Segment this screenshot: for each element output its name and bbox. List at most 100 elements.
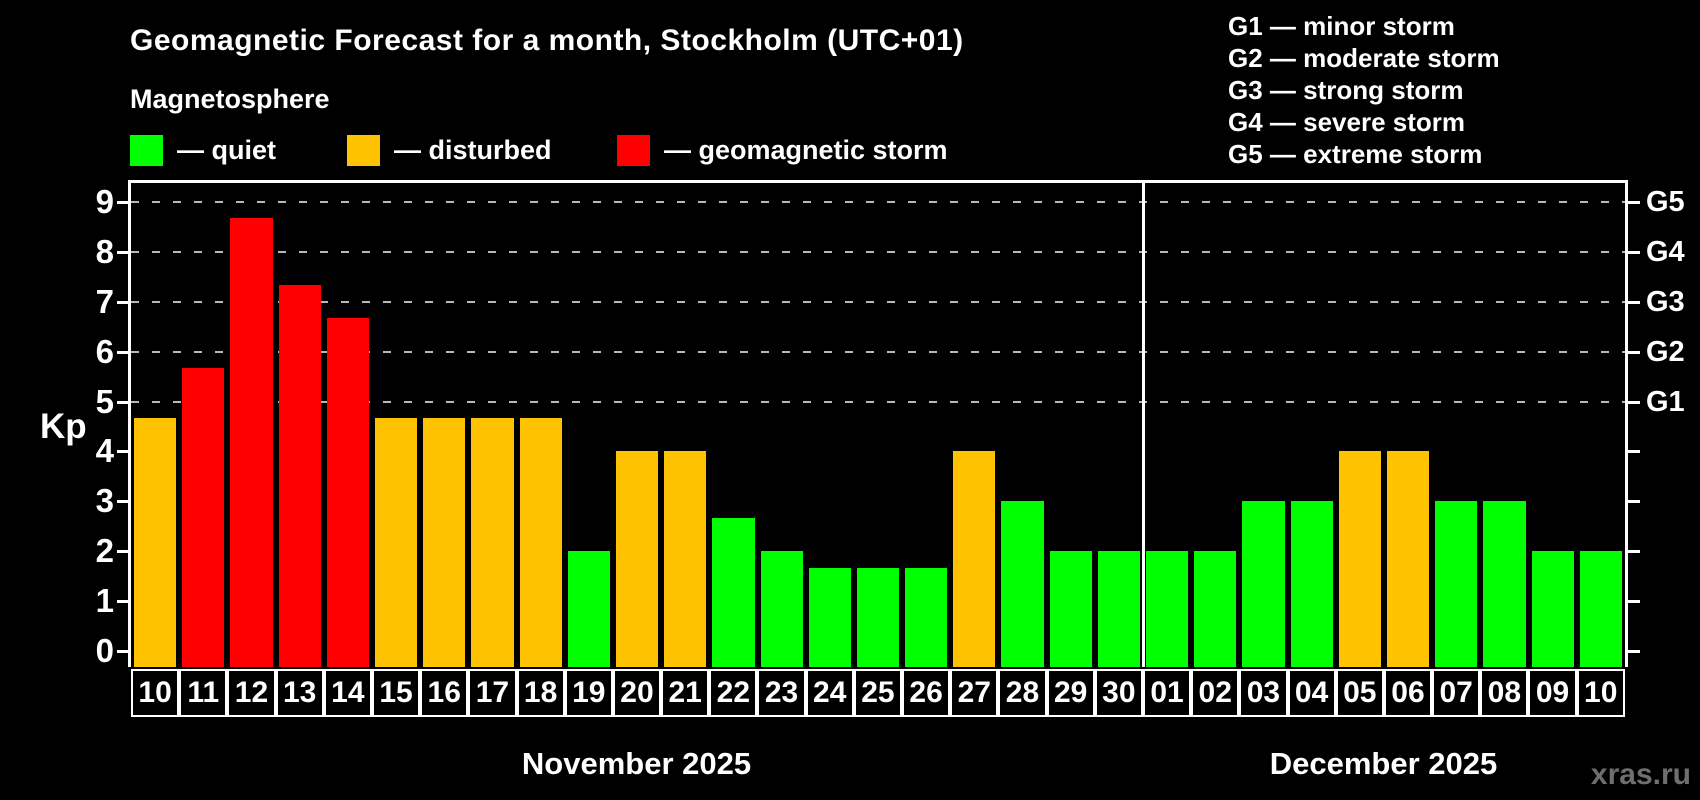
g-scale-legend-line-g5: G5 — extreme storm	[1228, 139, 1483, 169]
kp-bar-day-24	[808, 567, 851, 667]
y-axis-tick-right	[1628, 350, 1640, 354]
y-axis-tick-left	[117, 650, 129, 653]
kp-bar-day-10	[1579, 551, 1622, 667]
kp-bar-day-01	[1146, 551, 1189, 667]
legend-label-disturbed: — disturbed	[394, 134, 552, 165]
kp-bar-day-16	[423, 417, 466, 667]
legend-item-disturbed: — disturbed	[347, 133, 552, 167]
month-label-december: December 2025	[1269, 746, 1498, 781]
y-axis-tick-right	[1628, 550, 1640, 554]
kp-bar-day-07	[1435, 501, 1478, 667]
day-label-box: 06	[1383, 669, 1433, 717]
y-axis-tick-right	[1628, 450, 1640, 454]
g-scale-label-g3: G3	[1646, 285, 1685, 318]
day-label-box: 22	[709, 669, 758, 717]
day-label-box: 02	[1191, 669, 1240, 717]
y-axis-tick-left	[117, 200, 129, 204]
day-label-box: 04	[1287, 669, 1336, 717]
y-axis-tick-right	[1628, 200, 1640, 204]
kp-bar-day-25	[856, 567, 900, 667]
y-axis-tick-left	[117, 250, 129, 254]
gridline-kp-5	[131, 400, 1625, 403]
y-axis-tick-label: 7	[95, 282, 114, 320]
kp-bar-day-21	[664, 451, 707, 667]
kp-bar-day-20	[615, 451, 659, 667]
kp-bar-day-23	[760, 551, 803, 667]
legend-label-storm: — geomagnetic storm	[664, 134, 948, 165]
y-axis-tick-label: 9	[95, 182, 114, 220]
kp-bar-day-29	[1049, 551, 1092, 667]
day-label-box: 21	[661, 669, 710, 717]
y-axis-tick-left	[117, 300, 129, 304]
legend-label-quiet: — quiet	[177, 134, 276, 165]
kp-bar-day-09	[1531, 551, 1574, 667]
disturbed-color-swatch	[347, 134, 380, 166]
g-scale-legend-line-g3: G3 — strong storm	[1228, 75, 1464, 105]
day-label-box: 11	[179, 669, 228, 717]
day-label-box: 20	[612, 669, 662, 717]
y-axis-tick-label: 6	[95, 332, 114, 370]
storm-color-swatch	[617, 134, 650, 166]
kp-bar-day-06	[1387, 451, 1430, 667]
y-axis-tick-right	[1628, 500, 1640, 504]
y-axis-tick-left	[117, 600, 129, 604]
g-scale-legend-line-g1: G1 — minor storm	[1228, 11, 1455, 41]
day-label-box: 18	[516, 669, 565, 717]
x-axis-day-labels: 10 11 12 13 14 15 16 17 18 19 20 21 22 23 24 25 26 27 28 29…	[131, 669, 1625, 717]
kp-bar-day-03	[1242, 501, 1285, 667]
kp-bar-day-14	[326, 318, 369, 667]
y-axis-tick-right	[1628, 650, 1640, 653]
y-axis-tick-right	[1628, 400, 1640, 404]
day-label-box: 05	[1335, 669, 1384, 717]
g-scale-legend-line-g4: G4 — severe storm	[1228, 107, 1466, 137]
kp-bar-day-15	[374, 417, 418, 667]
kp-bar-day-11	[182, 368, 225, 667]
y-axis-tick-label: 4	[95, 432, 114, 470]
day-label-box: 07	[1432, 669, 1481, 717]
kp-bar-day-10	[134, 417, 177, 667]
legend-item-quiet: — quiet	[130, 133, 276, 167]
kp-bar-day-13	[278, 285, 321, 667]
day-label-box: 08	[1480, 669, 1529, 717]
y-axis-tick-label: 8	[95, 232, 114, 270]
y-axis-tick-left	[117, 550, 129, 554]
gridline-kp-7	[131, 300, 1625, 303]
day-label-box: 27	[950, 669, 999, 717]
y-axis-tick-right	[1628, 300, 1640, 304]
y-axis-tick-right	[1628, 250, 1640, 254]
chart-title: Geomagnetic Forecast for a month, Stockh…	[130, 24, 964, 57]
y-axis-tick-label: 3	[95, 482, 114, 520]
chart-subtitle: Magnetosphere	[130, 84, 330, 114]
day-label-box: 19	[564, 669, 613, 717]
gridline-kp-6	[131, 350, 1625, 353]
day-label-box: 23	[757, 669, 806, 717]
y-axis-tick-label: 5	[95, 382, 114, 420]
quiet-color-swatch	[130, 134, 163, 166]
day-label-box: 30	[1094, 669, 1143, 717]
kp-bar-day-19	[567, 551, 610, 667]
day-label-box: 10	[131, 669, 180, 717]
gridline-kp-9	[131, 200, 1625, 203]
gridline-kp-8	[131, 250, 1625, 253]
kp-bar-day-22	[712, 517, 755, 667]
kp-bar-day-30	[1097, 551, 1141, 667]
kp-bar-day-17	[471, 417, 514, 667]
kp-bar-day-12	[230, 218, 273, 667]
day-label-box: 12	[227, 669, 276, 717]
kp-bar-day-18	[519, 417, 562, 667]
day-label-box: 17	[468, 669, 517, 717]
day-label-box: 29	[1046, 669, 1095, 717]
day-label-box: 16	[420, 669, 469, 717]
y-axis-tick-label: 2	[95, 532, 114, 570]
watermark: xras.ru	[1590, 758, 1691, 791]
day-label-box: 25	[853, 669, 902, 717]
g-scale-label-g2: G2	[1646, 335, 1685, 368]
legend-item-storm: — geomagnetic storm	[617, 133, 948, 167]
y-axis-tick-right	[1628, 600, 1640, 604]
kp-bar-day-28	[1001, 501, 1044, 667]
day-label-box: 09	[1528, 669, 1577, 717]
g-scale-label-g1: G1	[1646, 385, 1685, 418]
g-scale-label-g5: G5	[1646, 185, 1685, 218]
y-axis-tick-left	[117, 400, 129, 404]
